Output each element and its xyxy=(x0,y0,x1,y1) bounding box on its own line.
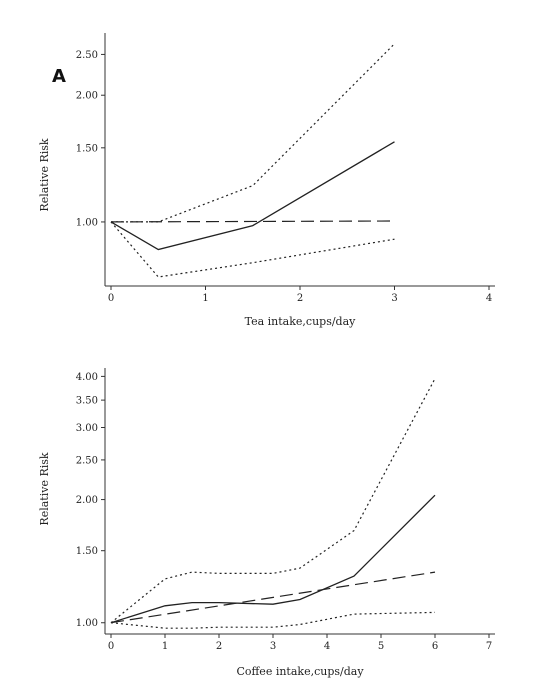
y-tick-label: 2.50 xyxy=(76,455,98,466)
y-tick-label: 3.50 xyxy=(76,396,98,407)
x-tick-label: 2 xyxy=(216,641,222,652)
x-tick-label: 3 xyxy=(391,293,397,304)
x-tick-label: 0 xyxy=(108,293,114,304)
x-tick-label: 3 xyxy=(270,641,276,652)
y-tick-label: 2.00 xyxy=(76,91,98,102)
series-line-dotted-upper xyxy=(110,378,436,624)
x-tick-label: 0 xyxy=(108,641,114,652)
y-tick-label: 4.00 xyxy=(76,372,98,383)
tea-chart-panel: A Relative Risk Tea intake,cups/day 0 1 2 3… xyxy=(38,33,495,328)
x-tick-label: 2 xyxy=(297,293,303,304)
y-tick-label: 1.50 xyxy=(76,143,98,154)
series-line-dashed xyxy=(110,220,395,223)
series-line-dotted-lower xyxy=(110,611,436,629)
series-line-dotted-upper xyxy=(111,43,395,223)
x-axis-label: Tea intake,cups/day xyxy=(245,315,357,328)
panel-label: A xyxy=(52,66,66,87)
series-line-solid xyxy=(110,141,395,251)
x-tick-label: 4 xyxy=(324,641,330,652)
y-tick-label: 2.50 xyxy=(76,50,98,61)
x-tick-label: 5 xyxy=(378,641,384,652)
x-tick-label: 1 xyxy=(162,641,168,652)
y-tick-label: 1.00 xyxy=(76,618,98,629)
y-tick-label: 2.00 xyxy=(76,495,98,506)
x-tick-label: 6 xyxy=(432,641,438,652)
series-line-solid xyxy=(110,494,436,624)
series-line-dashed xyxy=(110,571,436,624)
y-axis-label: Relative Risk xyxy=(38,452,51,525)
y-tick-label: 1.50 xyxy=(76,546,98,557)
x-axis-label: Coffee intake,cups/day xyxy=(236,665,364,678)
x-tick-label: 4 xyxy=(486,293,492,304)
y-tick-label: 1.00 xyxy=(76,217,98,228)
y-axis-label: Relative Risk xyxy=(38,138,51,211)
y-tick-label: 3.00 xyxy=(76,423,98,434)
series-line-dotted-lower xyxy=(110,221,395,278)
x-tick-label: 1 xyxy=(202,293,208,304)
coffee-chart-panel: Relative Risk Coffee intake,cups/day 0 1 2… xyxy=(38,368,495,678)
x-tick-label: 7 xyxy=(486,641,492,652)
